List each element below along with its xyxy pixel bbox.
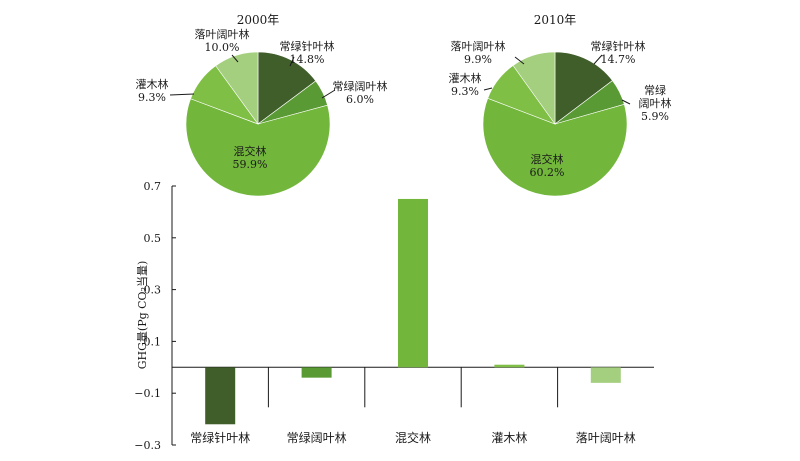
pie-slice-label: 常绿针叶林 (280, 39, 335, 53)
pie-leader-line (483, 87, 493, 91)
pie-slice-label: 落叶阔叶林 (451, 39, 506, 53)
pie-leader-line (621, 99, 631, 105)
bar (205, 367, 236, 425)
y-tick-label: 0.1 (144, 335, 162, 348)
pie-slice-value: 14.8% (290, 53, 325, 66)
pie-slice-value: 9.3% (451, 85, 479, 98)
bar-chart-ghg: GHG量(Pg CO₂当量) −0.3 −0.1 0.1 0.3 0.5 0.7 常绿针叶… (134, 180, 654, 452)
pie-slice-value: 14.7% (601, 53, 636, 66)
pie-slice-label: 灌木林 (449, 71, 482, 85)
y-tick-label: 0.5 (144, 232, 162, 245)
pie-slice-value: 6.0% (346, 93, 374, 106)
bar (590, 367, 621, 383)
y-axis-label: GHG量(Pg CO₂当量) (135, 261, 149, 370)
bar (398, 198, 428, 368)
pie-slice (215, 51, 259, 125)
pie-slice (257, 51, 317, 125)
bar (301, 367, 332, 378)
pie-slice-label: 常绿针叶林 (591, 39, 646, 53)
pie-slice-label: 混交林 (234, 144, 267, 158)
pie-slice-label: 阔叶林 (639, 96, 672, 110)
pie-slice-value: 60.2% (530, 166, 565, 179)
category-label: 落叶阔叶林 (576, 431, 636, 445)
pie-leader-line (321, 89, 336, 99)
pie-slice (512, 51, 556, 125)
y-tick-label: −0.1 (134, 387, 161, 400)
y-tick-label: −0.3 (134, 439, 161, 452)
pie-slice-label: 常绿阔叶林 (333, 79, 388, 93)
y-tick-label: 0.3 (144, 284, 162, 297)
category-label: 常绿阔叶林 (287, 430, 347, 445)
pie-title-2010: 2010年 (534, 13, 577, 27)
category-label: 灌木林 (491, 431, 527, 445)
pie-leader-line (593, 54, 603, 65)
pie-title-2000: 2000年 (237, 13, 280, 27)
pie-leader-line (289, 56, 295, 67)
pie-leader-line (514, 56, 525, 65)
pie-slice-value: 5.9% (641, 110, 669, 123)
bar (494, 364, 525, 368)
pie-slice-label: 常绿 (644, 83, 666, 97)
pie-slice-value: 10.0% (205, 41, 240, 54)
pie-slice-value: 9.9% (464, 53, 492, 66)
pie-slice-value: 9.3% (138, 91, 166, 104)
pie-slice-value: 59.9% (233, 158, 268, 171)
pie-leader-line (169, 93, 195, 96)
pie-slice-label: 混交林 (531, 152, 564, 166)
category-label: 常绿针叶林 (190, 430, 250, 445)
pie-leader-line (231, 54, 239, 63)
pie-slice-label: 灌木林 (136, 77, 169, 91)
pie-slice-label: 落叶阔叶林 (195, 27, 250, 41)
pie-slice (554, 51, 613, 125)
pie-slice (482, 97, 628, 197)
y-tick-label: 0.7 (144, 180, 162, 193)
pie-slice (185, 98, 331, 197)
category-label: 混交林 (395, 430, 431, 445)
